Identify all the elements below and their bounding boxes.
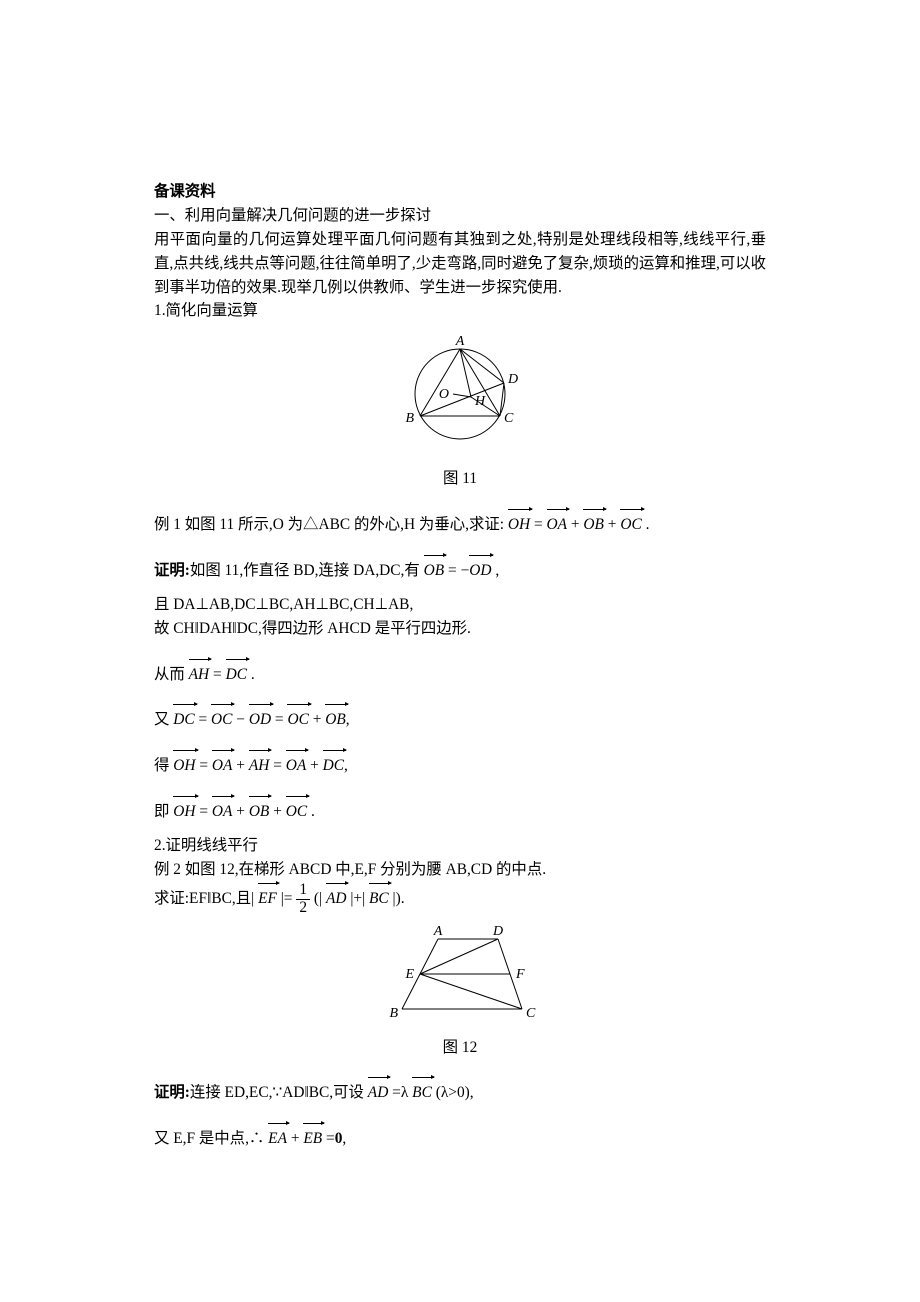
proof-label: 证明: [154, 562, 190, 579]
proof-1-line-2: 且 DA⊥AB,DC⊥BC,AH⊥BC,CH⊥AB, [154, 593, 766, 617]
vec-dc-2: DC [173, 704, 194, 732]
proof-1-l5-prefix: 又 [154, 711, 169, 728]
proof-2-l1-mid: 连接 ED,EC,∵AD‖BC,可设 [190, 1084, 364, 1101]
vec-bc: BC [369, 883, 389, 911]
proof-1-text-1: 如图 11,作直径 BD,连接 DA,DC,有 [190, 562, 420, 579]
vec-ob-3: OB [325, 704, 346, 732]
vec-oc-3: OC [287, 704, 308, 732]
vec-dc-3: DC [323, 750, 344, 778]
section-1-title: 1.简化向量运算 [154, 299, 766, 323]
vec-ea: EA [268, 1123, 287, 1151]
figure-11-caption: 图 11 [154, 467, 766, 491]
proof-label-2: 证明: [154, 1084, 190, 1101]
svg-text:C: C [504, 411, 514, 426]
vec-oa-2: OA [212, 750, 233, 778]
intro-paragraph: 用平面向量的几何运算处理平面几何问题有其独到之处,特别是处理线段相等,线线平行,… [154, 228, 766, 300]
figure-11: A B C D O H 图 11 [154, 329, 766, 491]
vec-ob-2: OB [424, 555, 445, 583]
svg-text:H: H [474, 394, 486, 409]
proof-1-line-1: 证明:如图 11,作直径 BD,连接 DA,DC,有 OB = −OD , [154, 555, 766, 583]
section-2-title: 2.证明线线平行 [154, 834, 766, 858]
proof-1-l4-prefix: 从而 [154, 666, 185, 683]
vec-od-2: OD [249, 704, 271, 732]
proof-1-line-3: 故 CH‖DAH‖DC,得四边形 AHCD 是平行四边形. [154, 617, 766, 641]
figure-11-svg: A B C D O H [395, 329, 525, 459]
proof-2-l2-prefix: 又 E,F 是中点,∴ [154, 1130, 264, 1147]
vec-ob-4: OB [249, 796, 270, 824]
example-2-line-1: 例 2 如图 12,在梯形 ABCD 中,E,F 分别为腰 AB,CD 的中点. [154, 858, 766, 882]
svg-text:O: O [439, 387, 449, 402]
vec-oh-2: OH [173, 750, 195, 778]
figure-12-caption: 图 12 [154, 1036, 766, 1060]
svg-text:B: B [389, 1006, 398, 1021]
svg-text:B: B [405, 411, 414, 426]
vec-ad: AD [326, 883, 347, 911]
vec-eb: EB [303, 1123, 322, 1151]
vec-ef: EF [258, 883, 277, 911]
svg-text:D: D [492, 924, 503, 939]
proof-1-l7-prefix: 即 [154, 803, 169, 820]
example-1: 例 1 如图 11 所示,O 为△ABC 的外心,H 为垂心,求证: OH = … [154, 509, 766, 537]
example-1-prefix: 例 1 如图 11 所示,O 为△ABC 的外心,H 为垂心,求证: [154, 516, 504, 533]
vec-oc-4: OC [286, 796, 307, 824]
vec-ah: AH [189, 659, 210, 687]
proof-2-l1-tail: (λ>0), [436, 1084, 474, 1101]
vec-oh-3: OH [173, 796, 195, 824]
proof-1-line-5: 又 DC = OC − OD = OC + OB, [154, 704, 766, 732]
figure-12-svg: A D B C E F [380, 923, 540, 1028]
vec-oh: OH [508, 509, 530, 537]
vec-oa: OA [547, 509, 568, 537]
vec-ah-2: AH [249, 750, 270, 778]
vec-oa-3: OA [286, 750, 307, 778]
vec-bc-2: BC [412, 1077, 432, 1105]
vec-oc: OC [620, 509, 641, 537]
vec-ob: OB [583, 509, 604, 537]
vec-od: OD [469, 555, 491, 583]
proof-2-line-2: 又 E,F 是中点,∴ EA + EB =0, [154, 1123, 766, 1151]
example-2-line-2-prefix: 求证:EF‖BC,且| [154, 890, 254, 907]
vec-dc: DC [226, 659, 247, 687]
example-2-line-2: 求证:EF‖BC,且| EF |= 12 (| AD |+| BC |). [154, 882, 766, 917]
svg-text:F: F [515, 967, 525, 982]
proof-1-l6-prefix: 得 [154, 757, 169, 774]
svg-text:D: D [507, 372, 518, 387]
proof-1-line-6: 得 OH = OA + AH = OA + DC, [154, 750, 766, 778]
svg-text:E: E [404, 967, 414, 982]
vec-oa-4: OA [212, 796, 233, 824]
proof-2-line-1: 证明:连接 ED,EC,∵AD‖BC,可设 AD =λ BC (λ>0), [154, 1077, 766, 1105]
figure-12: A D B C E F 图 12 [154, 923, 766, 1060]
heading: 备课资料 [154, 180, 766, 204]
vec-ad-2: AD [368, 1077, 389, 1105]
section-intro-title: 一、利用向量解决几何问题的进一步探讨 [154, 204, 766, 228]
fraction-half: 12 [296, 882, 310, 917]
vec-oc-2: OC [211, 704, 232, 732]
svg-text:A: A [455, 334, 465, 349]
svg-text:A: A [433, 924, 443, 939]
proof-1-line-7: 即 OH = OA + OB + OC . [154, 796, 766, 824]
svg-text:C: C [526, 1006, 536, 1021]
proof-1-line-4: 从而 AH = DC . [154, 659, 766, 687]
